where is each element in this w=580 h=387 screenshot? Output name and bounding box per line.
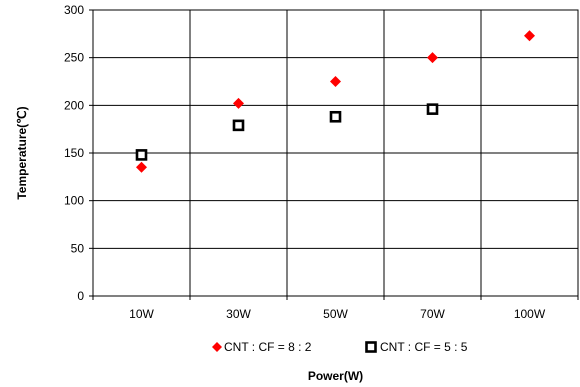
data-points: [135, 30, 535, 173]
x-tick-label: 100W: [514, 307, 546, 321]
legend-item-series-1: CNT : CF = 8 : 2: [212, 340, 312, 354]
data-point-series-1: [136, 161, 147, 173]
data-point-series-2: [329, 110, 342, 123]
y-axis-title: Temperature(℃): [15, 106, 29, 199]
y-axis: 0 50 100 150 200 250 300: [64, 3, 93, 303]
data-point-series-2: [135, 149, 148, 161]
x-axis: 10W 30W 50W 70W 100W: [92, 296, 579, 321]
data-point-series-1: [330, 76, 341, 87]
legend-square-marker: [365, 341, 377, 353]
legend-item-series-2: CNT : CF = 5 : 5: [365, 340, 468, 354]
data-point-series-2: [232, 119, 245, 132]
data-point-series-1: [427, 52, 438, 64]
y-tick-label: 150: [64, 146, 84, 160]
y-tick-label: 250: [64, 51, 84, 65]
legend-label-series-1: CNT : CF = 8 : 2: [224, 340, 312, 354]
y-tick-label: 200: [64, 98, 84, 112]
legend: CNT : CF = 8 : 2 CNT : CF = 5 : 5: [212, 340, 468, 354]
data-point-series-2: [426, 103, 439, 115]
x-tick-label: 50W: [323, 307, 348, 321]
x-axis-title: Power(W): [308, 369, 363, 383]
data-point-series-1: [233, 97, 244, 109]
y-tick-label: 0: [77, 289, 84, 303]
y-tick-label: 300: [64, 3, 84, 17]
legend-label-series-2: CNT : CF = 5 : 5: [380, 340, 468, 354]
y-tick-label: 100: [64, 194, 84, 208]
x-tick-label: 30W: [226, 307, 251, 321]
gridlines: [93, 9, 578, 297]
x-tick-label: 10W: [129, 307, 154, 321]
x-tick-label: 70W: [420, 307, 445, 321]
legend-diamond-marker: [212, 342, 222, 352]
y-tick-label: 50: [71, 241, 85, 255]
data-point-series-1: [524, 30, 535, 42]
